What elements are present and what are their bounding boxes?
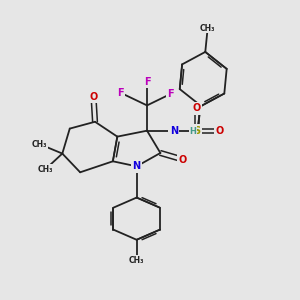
Text: O: O bbox=[89, 92, 98, 102]
Text: N: N bbox=[133, 161, 141, 171]
Text: CH₃: CH₃ bbox=[200, 24, 215, 33]
Text: O: O bbox=[193, 103, 201, 113]
Text: CH₃: CH₃ bbox=[32, 140, 47, 148]
Text: F: F bbox=[117, 88, 124, 98]
Text: F: F bbox=[167, 89, 173, 99]
Text: F: F bbox=[144, 76, 150, 87]
Text: S: S bbox=[194, 126, 200, 136]
Text: O: O bbox=[216, 126, 224, 136]
Text: CH₃: CH₃ bbox=[129, 256, 144, 265]
Text: N: N bbox=[170, 126, 178, 136]
Text: O: O bbox=[178, 154, 187, 164]
Text: CH₃: CH₃ bbox=[38, 165, 53, 174]
Text: H: H bbox=[190, 127, 196, 136]
